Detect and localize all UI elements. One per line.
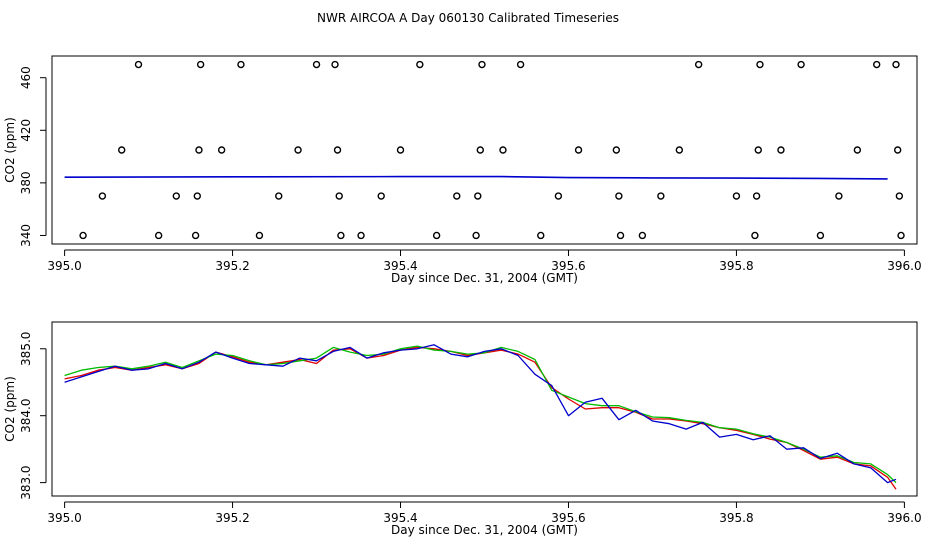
flag-point-marker — [893, 146, 902, 154]
y-tick-label: 385.0 — [19, 332, 33, 366]
flag-point-marker — [472, 231, 480, 240]
flag-point-marker — [897, 231, 905, 240]
y-axis-label: CO2 (ppm) — [3, 376, 17, 442]
flag-point-marker — [396, 146, 405, 154]
flag-point-marker — [275, 192, 283, 200]
flag-point-marker — [895, 192, 904, 200]
flag-point-marker — [752, 192, 761, 200]
flag-point-marker — [777, 146, 785, 154]
flag-point-marker — [193, 192, 201, 200]
flag-point-marker — [377, 192, 385, 200]
flag-point-marker — [751, 231, 759, 240]
x-tick-label: 395.8 — [719, 511, 753, 525]
x-tick-label: 396.0 — [887, 259, 921, 273]
flag-point-marker — [416, 60, 424, 69]
flag-point-marker — [516, 60, 525, 69]
x-axis-label: Day since Dec. 31, 2004 (GMT) — [391, 271, 578, 285]
flag-point-marker — [154, 231, 163, 240]
y-tick-label: 420 — [19, 119, 33, 142]
flag-point-marker — [333, 146, 342, 154]
flag-point-marker — [675, 146, 684, 154]
x-tick-label: 395.0 — [47, 511, 81, 525]
flag-point-marker — [638, 231, 647, 240]
flag-point-marker — [357, 231, 365, 240]
x-tick-label: 395.2 — [215, 511, 249, 525]
x-tick-label: 396.0 — [887, 511, 921, 525]
y-tick-label: 384.0 — [19, 399, 33, 433]
co2-series-line — [64, 175, 888, 180]
flag-point-marker — [657, 192, 665, 200]
flag-point-marker — [756, 60, 764, 69]
flag-point-marker — [134, 60, 143, 69]
top-panel: 395.0 395.2 395.4 395.6 395.8 396.0 Day since … — [3, 55, 922, 285]
y-tick-label: 340 — [19, 224, 33, 247]
flag-point-marker — [816, 231, 825, 240]
x-tick-label: 395.2 — [215, 259, 249, 273]
flag-point-marker — [478, 60, 486, 69]
flag-point-marker — [191, 231, 200, 240]
flag-point-marker — [98, 192, 107, 200]
flag-point-marker — [537, 231, 545, 240]
flag-point-marker — [797, 60, 805, 69]
flag-point-marker — [474, 192, 482, 200]
y-tick-label: 383.0 — [19, 465, 33, 499]
flag-point-marker — [853, 146, 862, 154]
flag-point-marker — [79, 231, 87, 240]
flag-point-marker — [835, 192, 843, 200]
flag-point-marker — [574, 146, 583, 154]
y-axis-label: CO2 (ppm) — [3, 117, 17, 183]
bottom-panel: 395.0 395.2 395.4 395.6 395.8 396.0 Day since … — [3, 321, 922, 537]
flag-point-marker — [217, 146, 226, 154]
flag-point-marker — [694, 60, 703, 69]
flag-point-marker — [294, 146, 302, 154]
flag-point-marker — [732, 192, 741, 200]
x-axis-label: Day since Dec. 31, 2004 (GMT) — [391, 523, 578, 537]
flag-point-marker — [872, 60, 881, 69]
x-tick-label: 395.4 — [383, 259, 417, 273]
plot-frame — [51, 321, 918, 497]
flag-point-marker — [754, 146, 762, 154]
x-tick-label: 395.6 — [551, 511, 585, 525]
flag-point-marker — [255, 231, 264, 240]
x-tick-label: 395.6 — [551, 259, 585, 273]
flag-point-marker — [337, 231, 345, 240]
flag-point-marker — [554, 192, 563, 200]
flag-point-marker — [499, 146, 507, 154]
series-line-blue — [64, 344, 897, 484]
x-tick-label: 395.8 — [719, 259, 753, 273]
plot-frame — [51, 55, 918, 245]
flag-point-marker — [432, 231, 441, 240]
flag-point-marker — [453, 192, 461, 200]
flag-point-marker — [476, 146, 485, 154]
y-tick-label: 380 — [19, 171, 33, 194]
flag-point-marker — [615, 192, 623, 200]
flag-point-marker — [612, 146, 621, 154]
flag-point-marker — [118, 146, 126, 154]
flag-point-marker — [237, 60, 245, 69]
flag-point-marker — [196, 60, 205, 69]
figure-title: NWR AIRCOA A Day 060130 Calibrated Times… — [317, 11, 619, 25]
x-tick-label: 395.4 — [383, 511, 417, 525]
y-tick-label: 460 — [19, 66, 33, 89]
flag-point-marker — [195, 146, 203, 154]
x-tick-label: 395.0 — [47, 259, 81, 273]
flag-point-marker — [331, 60, 339, 69]
flag-point-marker — [616, 231, 625, 240]
flag-point-marker — [172, 192, 180, 200]
flag-point-marker — [312, 60, 321, 69]
flag-point-marker — [335, 192, 343, 200]
flag-point-marker — [892, 60, 900, 69]
